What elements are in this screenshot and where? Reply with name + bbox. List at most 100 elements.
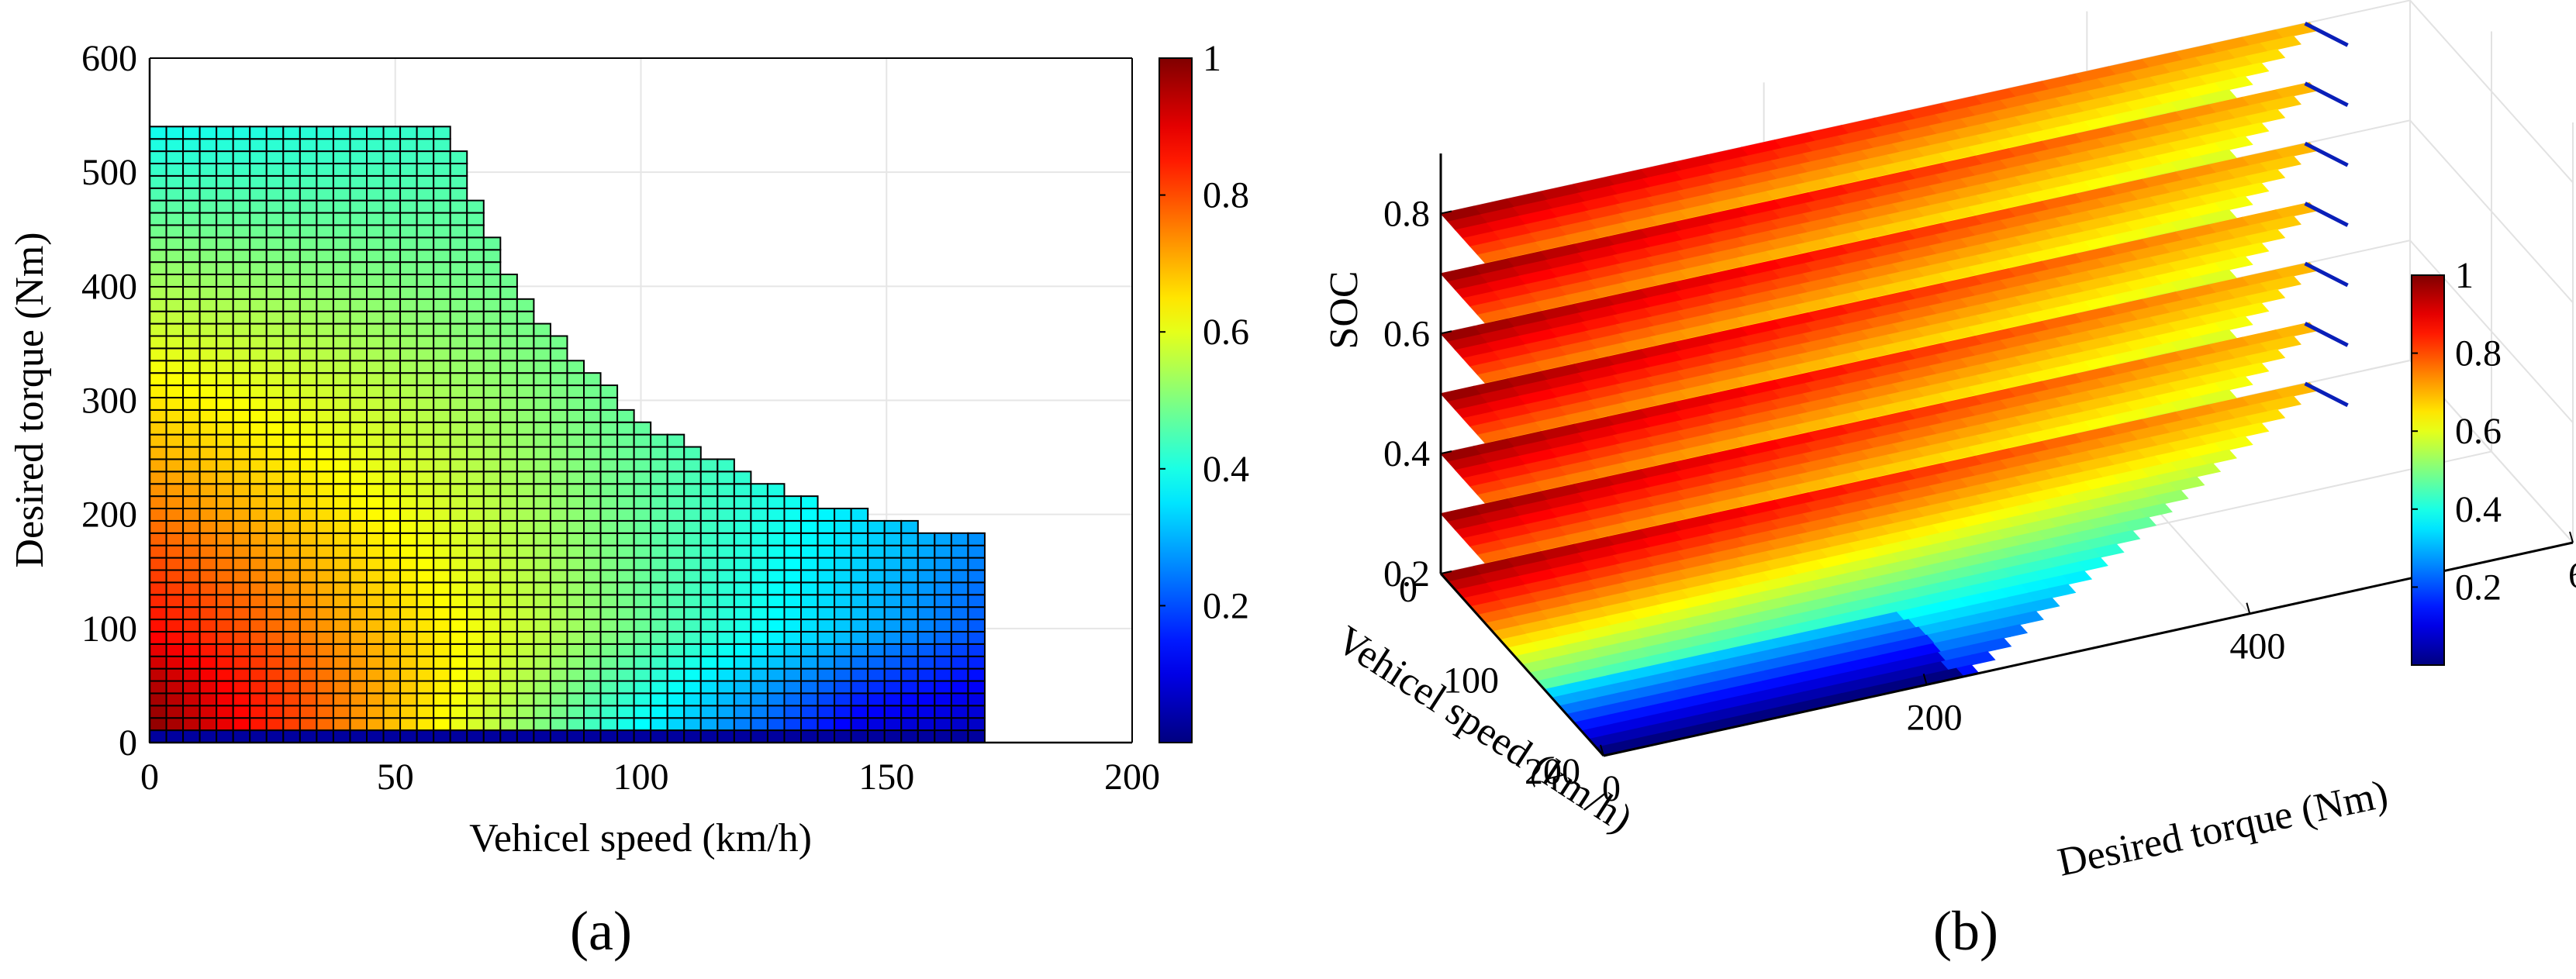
- heatmap-cell: [750, 606, 768, 621]
- heatmap-cell: [316, 187, 334, 202]
- heatmap-cell: [549, 581, 568, 596]
- heatmap-cell: [366, 126, 385, 140]
- heatmap-cell: [416, 606, 435, 621]
- heatmap-cell: [717, 519, 735, 534]
- heatmap-cell: [366, 236, 385, 251]
- heatmap-cell: [232, 569, 251, 584]
- heatmap-cell: [249, 384, 268, 398]
- heatmap-cell: [766, 643, 786, 657]
- heatmap-cell: [182, 421, 201, 436]
- heatmap-cell: [449, 224, 468, 239]
- heatmap-cell: [666, 458, 685, 473]
- heatmap-cell: [449, 606, 468, 621]
- heatmap-cell: [366, 249, 385, 264]
- heatmap-cell: [349, 138, 368, 153]
- heatmap-cell: [867, 630, 886, 645]
- heatmap-cell: [366, 667, 385, 682]
- heatmap-cell: [533, 569, 551, 584]
- heatmap-cell: [216, 261, 234, 276]
- heatmap-cell: [165, 446, 185, 460]
- heatmap-cell: [182, 471, 201, 485]
- heatmap-cell: [633, 594, 652, 608]
- heatmap-cell: [800, 619, 819, 633]
- heatmap-cell: [349, 544, 368, 559]
- heatmap-cell: [349, 384, 368, 398]
- heatmap-cell: [499, 446, 518, 460]
- heatmap-cell: [950, 680, 969, 695]
- heatmap-cell: [967, 544, 986, 559]
- surface-patch: [2199, 329, 2237, 345]
- heatmap-cell: [917, 680, 936, 695]
- heatmap-cell: [199, 199, 218, 214]
- heatmap-cell: [699, 483, 719, 498]
- heatmap-cell: [834, 532, 852, 546]
- heatmap-cell: [683, 471, 702, 485]
- heatmap-cell: [482, 236, 502, 251]
- heatmap-cell: [165, 372, 185, 387]
- heatmap-cell: [900, 630, 919, 645]
- heatmap-cell: [499, 408, 518, 423]
- heatmap-cell: [216, 298, 234, 312]
- heatmap-cell: [332, 212, 351, 226]
- heatmap-cell: [316, 199, 334, 214]
- heatmap-cell: [683, 655, 702, 670]
- heatmap-cell: [182, 557, 201, 571]
- heatmap-cell: [332, 310, 351, 325]
- heatmap-cell: [499, 347, 518, 362]
- heatmap-cell: [216, 249, 234, 264]
- heatmap-cell: [633, 495, 652, 510]
- heatmap-cell: [149, 408, 167, 423]
- heatmap-cell: [416, 187, 435, 202]
- heatmap-cell: [616, 483, 635, 498]
- heatmap-cell: [583, 655, 602, 670]
- heatmap-cell: [149, 471, 167, 485]
- colorbar-tick-label: 0.2: [1203, 585, 1249, 626]
- heatmap-cell: [950, 692, 969, 707]
- heatmap-cell: [850, 630, 869, 645]
- heatmap-cell: [867, 643, 886, 657]
- heatmap-cell: [900, 667, 919, 682]
- heatmap-cell: [683, 519, 702, 534]
- heatmap-cell: [666, 606, 685, 621]
- heatmap-cell: [232, 705, 251, 719]
- heatmap-cell: [699, 471, 719, 485]
- heatmap-cell: [666, 630, 685, 645]
- heatmap-cell: [466, 274, 485, 288]
- heatmap-cell: [800, 655, 819, 670]
- heatmap-cell: [516, 680, 535, 695]
- heatmap-cell: [717, 667, 735, 682]
- heatmap-cell: [566, 396, 585, 411]
- heatmap-cell: [332, 692, 351, 707]
- heatmap-cell: [449, 249, 468, 264]
- heatmap-cell: [199, 408, 218, 423]
- heatmap-cell: [182, 162, 201, 177]
- heatmap-cell: [883, 667, 903, 682]
- heatmap-cell: [650, 667, 668, 682]
- heatmap-cell: [332, 655, 351, 670]
- heatmap-cell: [549, 594, 568, 608]
- heatmap-cell: [349, 335, 368, 350]
- heatmap-cell: [299, 594, 318, 608]
- heatmap-cell: [382, 495, 402, 510]
- heatmap-cell: [165, 249, 185, 264]
- heatmap-cell: [466, 433, 485, 448]
- heatmap-cell: [900, 581, 919, 596]
- heatmap-cell: [182, 347, 201, 362]
- heatmap-cell: [883, 729, 903, 744]
- heatmap-cell: [182, 335, 201, 350]
- heatmap-cell: [599, 495, 619, 510]
- heatmap-cell: [666, 508, 685, 522]
- heatmap-cell: [149, 433, 167, 448]
- heatmap-cell: [232, 162, 251, 177]
- heatmap-cell: [733, 729, 752, 744]
- heatmap-cell: [516, 630, 535, 645]
- heatmap-cell: [717, 643, 735, 657]
- heatmap-cell: [416, 274, 435, 288]
- heatmap-cell: [516, 458, 535, 473]
- heatmap-cell: [433, 298, 451, 312]
- heatmap-cell: [834, 606, 852, 621]
- heatmap-cell: [934, 643, 952, 657]
- heatmap-cell: [382, 150, 402, 164]
- heatmap-cell: [316, 519, 334, 534]
- heatmap-cell: [366, 310, 385, 325]
